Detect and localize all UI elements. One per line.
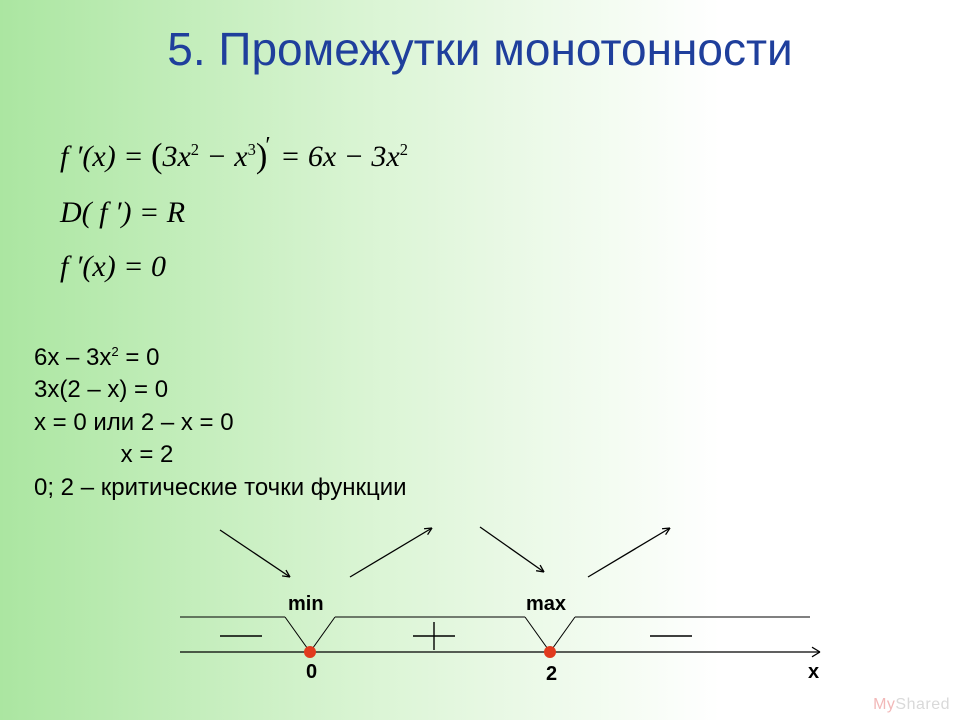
svg-text:max: max bbox=[526, 593, 566, 615]
calc-l1: 6x – 3x2 = 0 bbox=[34, 342, 407, 374]
formula-block: f ′(x) = (3x2 − x3)′ = 6x − 3x2 D( f ′) … bbox=[60, 128, 408, 297]
f1-a: 3x bbox=[162, 140, 190, 173]
f1-prime: ′ bbox=[265, 133, 270, 159]
svg-text:2: 2 bbox=[546, 663, 557, 685]
watermark: MyShared bbox=[873, 696, 950, 714]
svg-text:x: x bbox=[808, 661, 819, 683]
f1-rhs-pow: 2 bbox=[400, 140, 408, 159]
slide-title: 5. Промежутки монотонности bbox=[0, 22, 960, 76]
sign-diagram: min max 0 2 x bbox=[180, 522, 840, 702]
calc-l5: 0; 2 – критические точки функции bbox=[34, 472, 407, 504]
calc-l1a: 6x – 3x bbox=[34, 344, 111, 371]
svg-text:min: min bbox=[288, 593, 324, 615]
f1-a-pow: 2 bbox=[191, 140, 199, 159]
f1-paren-open: ( bbox=[151, 137, 163, 175]
f1-minus: − x bbox=[199, 140, 248, 173]
calc-l4: x = 2 bbox=[34, 439, 407, 471]
watermark-rest: Shared bbox=[895, 696, 950, 713]
formula-line-1: f ′(x) = (3x2 − x3)′ = 6x − 3x2 bbox=[60, 128, 408, 183]
formula-line-2: D( f ′) = R bbox=[60, 189, 408, 237]
f1-rhs: = 6x − 3x bbox=[273, 140, 400, 173]
svg-text:0: 0 bbox=[306, 661, 317, 683]
watermark-prefix: My bbox=[873, 696, 895, 713]
calc-block: 6x – 3x2 = 0 3x(2 – x) = 0 x = 0 или 2 –… bbox=[34, 342, 407, 504]
calc-l1b: = 0 bbox=[119, 344, 160, 371]
calc-l3: x = 0 или 2 – x = 0 bbox=[34, 407, 407, 439]
slide: 5. Промежутки монотонности f ′(x) = (3x2… bbox=[0, 0, 960, 720]
f1-lhs: f ′(x) = bbox=[60, 140, 151, 173]
calc-l2: 3x(2 – x) = 0 bbox=[34, 374, 407, 406]
f1-b-pow: 3 bbox=[248, 140, 256, 159]
formula-line-3: f ′(x) = 0 bbox=[60, 243, 408, 291]
calc-l1pow: 2 bbox=[111, 344, 118, 359]
